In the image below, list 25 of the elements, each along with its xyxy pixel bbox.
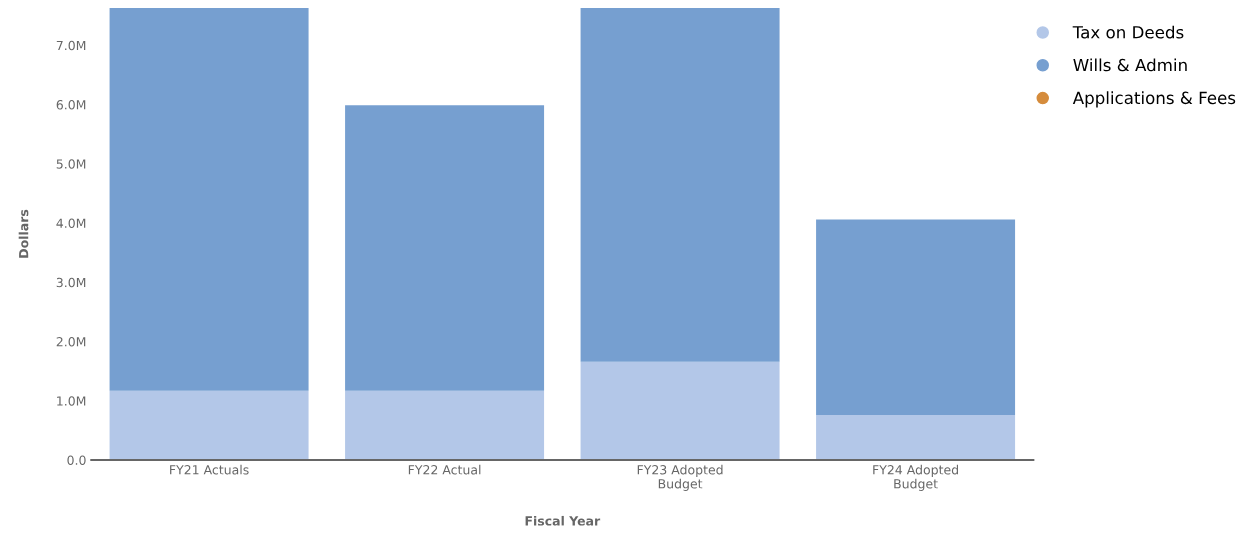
y-tick-label: 3.0M	[56, 277, 86, 288]
y-axis-title: Dollars	[18, 209, 29, 258]
x-tick-label: FY24 Adopted Budget	[873, 464, 958, 491]
x-tick-label: FY22 Actual	[408, 464, 481, 475]
bar	[580, 7, 780, 362]
bar	[816, 414, 1016, 460]
bar	[580, 361, 780, 460]
y-tick-label: 6.0M	[56, 100, 86, 110]
y-tick-label: 1.0M	[57, 396, 86, 406]
y-tick-label: 5.0M	[56, 159, 86, 169]
bar	[109, 390, 309, 460]
x-tick-label: FY21 Actuals	[170, 464, 249, 475]
x-axis-title: Fiscal Year	[525, 515, 601, 526]
bar	[109, 7, 309, 391]
bar	[816, 219, 1016, 415]
legend-label: Wills & Admin	[1073, 58, 1187, 72]
bar	[345, 105, 545, 391]
legend-label: Applications & Fees	[1072, 91, 1236, 108]
bar	[345, 390, 545, 460]
y-tick-label: 2.0M	[56, 336, 86, 347]
y-tick-label: 0.0	[67, 455, 86, 465]
y-tick-label: 4.0M	[56, 218, 86, 228]
x-tick-label: FY23 Adopted Budget	[637, 464, 723, 491]
y-tick-label: 7.0M	[56, 40, 86, 51]
legend-label: Tax on Deeds	[1072, 25, 1184, 39]
